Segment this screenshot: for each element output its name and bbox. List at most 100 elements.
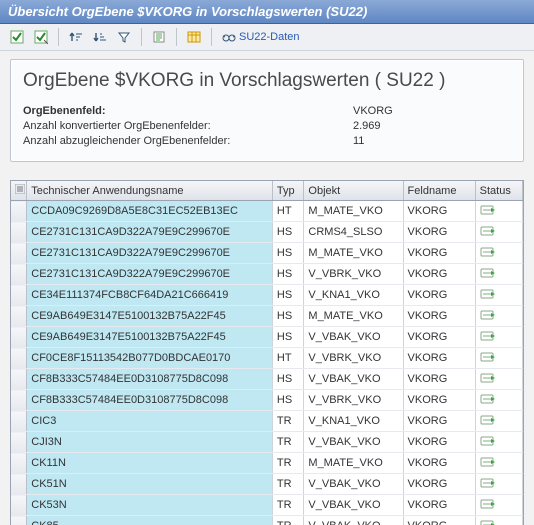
cell-status[interactable] (475, 516, 522, 525)
export-icon[interactable] (148, 27, 170, 47)
cell-status[interactable] (475, 264, 522, 285)
cell-status[interactable] (475, 453, 522, 474)
row-selector[interactable] (11, 390, 27, 411)
cell-object: V_VBRK_VKO (304, 348, 403, 369)
table-row[interactable]: CF0CE8F15113542B077D0BDCAE0170HTV_VBRK_V… (11, 348, 523, 369)
row-selector[interactable] (11, 243, 27, 264)
filter-icon[interactable] (113, 27, 135, 47)
cell-tech-name: CJI3N (27, 432, 273, 453)
row-selector[interactable] (11, 306, 27, 327)
cell-tech-name: CK85 (27, 516, 273, 525)
row-selector[interactable] (11, 432, 27, 453)
toolbar-separator (211, 28, 212, 46)
table-row[interactable]: CK85TRV_VBAK_VKOVKORG (11, 516, 523, 525)
cell-type: HS (272, 264, 304, 285)
cell-status[interactable] (475, 306, 522, 327)
table-row[interactable]: CE2731C131CA9D322A79E9C299670EHSV_VBRK_V… (11, 264, 523, 285)
sort-desc-icon[interactable] (89, 27, 111, 47)
cell-status[interactable] (475, 348, 522, 369)
panel-heading: OrgEbene $VKORG in Vorschlagswerten ( SU… (23, 70, 511, 92)
table-row[interactable]: CE9AB649E3147E5100132B75A22F45HSV_VBAK_V… (11, 327, 523, 348)
row-selector[interactable] (11, 201, 27, 222)
col-fld-header[interactable]: Feldname (403, 181, 475, 201)
cell-type: HS (272, 306, 304, 327)
table-row[interactable]: CE34E111374FCB8CF64DA21C666419HSV_KNA1_V… (11, 285, 523, 306)
status-ok-icon (480, 204, 494, 216)
cell-fieldname: VKORG (403, 474, 475, 495)
table-row[interactable]: CCDA09C9269D8A5E8C31EC52EB13ECHTM_MATE_V… (11, 201, 523, 222)
cell-status[interactable] (475, 285, 522, 306)
su22-data-link[interactable]: SU22-Daten (218, 30, 304, 44)
row-selector[interactable] (11, 453, 27, 474)
row-selector[interactable] (11, 264, 27, 285)
row-selector[interactable] (11, 369, 27, 390)
cell-fieldname: VKORG (403, 327, 475, 348)
status-ok-icon (480, 414, 494, 426)
row-selector[interactable] (11, 411, 27, 432)
cell-status[interactable] (475, 222, 522, 243)
row-selector[interactable] (11, 327, 27, 348)
layout-icon[interactable] (183, 27, 205, 47)
table-row[interactable]: CF8B333C57484EE0D3108775D8C098HSV_VBAK_V… (11, 369, 523, 390)
cell-object: V_KNA1_VKO (304, 411, 403, 432)
table-row[interactable]: CK51NTRV_VBAK_VKOVKORG (11, 474, 523, 495)
row-selector[interactable] (11, 285, 27, 306)
toolbar-separator (176, 28, 177, 46)
cell-status[interactable] (475, 369, 522, 390)
cell-status[interactable] (475, 243, 522, 264)
table-row[interactable]: CK11NTRM_MATE_VKOVKORG (11, 453, 523, 474)
cell-fieldname: VKORG (403, 243, 475, 264)
cell-object: V_KNA1_VKO (304, 285, 403, 306)
row-selector[interactable] (11, 495, 27, 516)
window-title: Übersicht OrgEbene $VKORG in Vorschlagsw… (0, 0, 534, 24)
cell-fieldname: VKORG (403, 348, 475, 369)
col-typ-header[interactable]: Typ (272, 181, 304, 201)
col-tech-header[interactable]: Technischer Anwendungsname (27, 181, 273, 201)
select-all-corner[interactable] (11, 181, 27, 201)
status-ok-icon (480, 393, 494, 405)
cell-type: TR (272, 411, 304, 432)
exec-icon[interactable] (6, 27, 28, 47)
cell-object: V_VBAK_VKO (304, 516, 403, 525)
grid-header-row: Technischer Anwendungsname Typ Objekt Fe… (11, 181, 523, 201)
col-status-header[interactable]: Status (475, 181, 522, 201)
cell-type: TR (272, 516, 304, 525)
cell-type: HS (272, 222, 304, 243)
cell-type: HT (272, 348, 304, 369)
table-row[interactable]: CE2731C131CA9D322A79E9C299670EHSM_MATE_V… (11, 243, 523, 264)
info-row: Anzahl konvertierter OrgEbenenfelder:2.9… (23, 119, 511, 134)
row-selector[interactable] (11, 348, 27, 369)
status-ok-icon (480, 498, 494, 510)
cell-status[interactable] (475, 474, 522, 495)
status-ok-icon (480, 309, 494, 321)
cell-type: TR (272, 474, 304, 495)
cell-object: V_VBAK_VKO (304, 432, 403, 453)
cell-fieldname: VKORG (403, 516, 475, 525)
table-row[interactable]: CJI3NTRV_VBAK_VKOVKORG (11, 432, 523, 453)
cell-tech-name: CE9AB649E3147E5100132B75A22F45 (27, 306, 273, 327)
exec-variant-icon[interactable] (30, 27, 52, 47)
table-row[interactable]: CK53NTRV_VBAK_VKOVKORG (11, 495, 523, 516)
cell-status[interactable] (475, 432, 522, 453)
col-obj-header[interactable]: Objekt (304, 181, 403, 201)
su22-link-label: SU22-Daten (239, 31, 300, 43)
status-ok-icon (480, 351, 494, 363)
cell-status[interactable] (475, 495, 522, 516)
cell-type: HT (272, 201, 304, 222)
cell-object: M_MATE_VKO (304, 453, 403, 474)
table-row[interactable]: CE2731C131CA9D322A79E9C299670EHSCRMS4_SL… (11, 222, 523, 243)
row-selector[interactable] (11, 222, 27, 243)
table-row[interactable]: CE9AB649E3147E5100132B75A22F45HSM_MATE_V… (11, 306, 523, 327)
table-row[interactable]: CIC3TRV_KNA1_VKOVKORG (11, 411, 523, 432)
row-selector[interactable] (11, 474, 27, 495)
cell-status[interactable] (475, 201, 522, 222)
cell-type: HS (272, 285, 304, 306)
cell-status[interactable] (475, 411, 522, 432)
cell-object: M_MATE_VKO (304, 243, 403, 264)
status-ok-icon (480, 246, 494, 258)
row-selector[interactable] (11, 516, 27, 525)
sort-asc-icon[interactable] (65, 27, 87, 47)
table-row[interactable]: CF8B333C57484EE0D3108775D8C098HSV_VBRK_V… (11, 390, 523, 411)
cell-status[interactable] (475, 390, 522, 411)
cell-status[interactable] (475, 327, 522, 348)
